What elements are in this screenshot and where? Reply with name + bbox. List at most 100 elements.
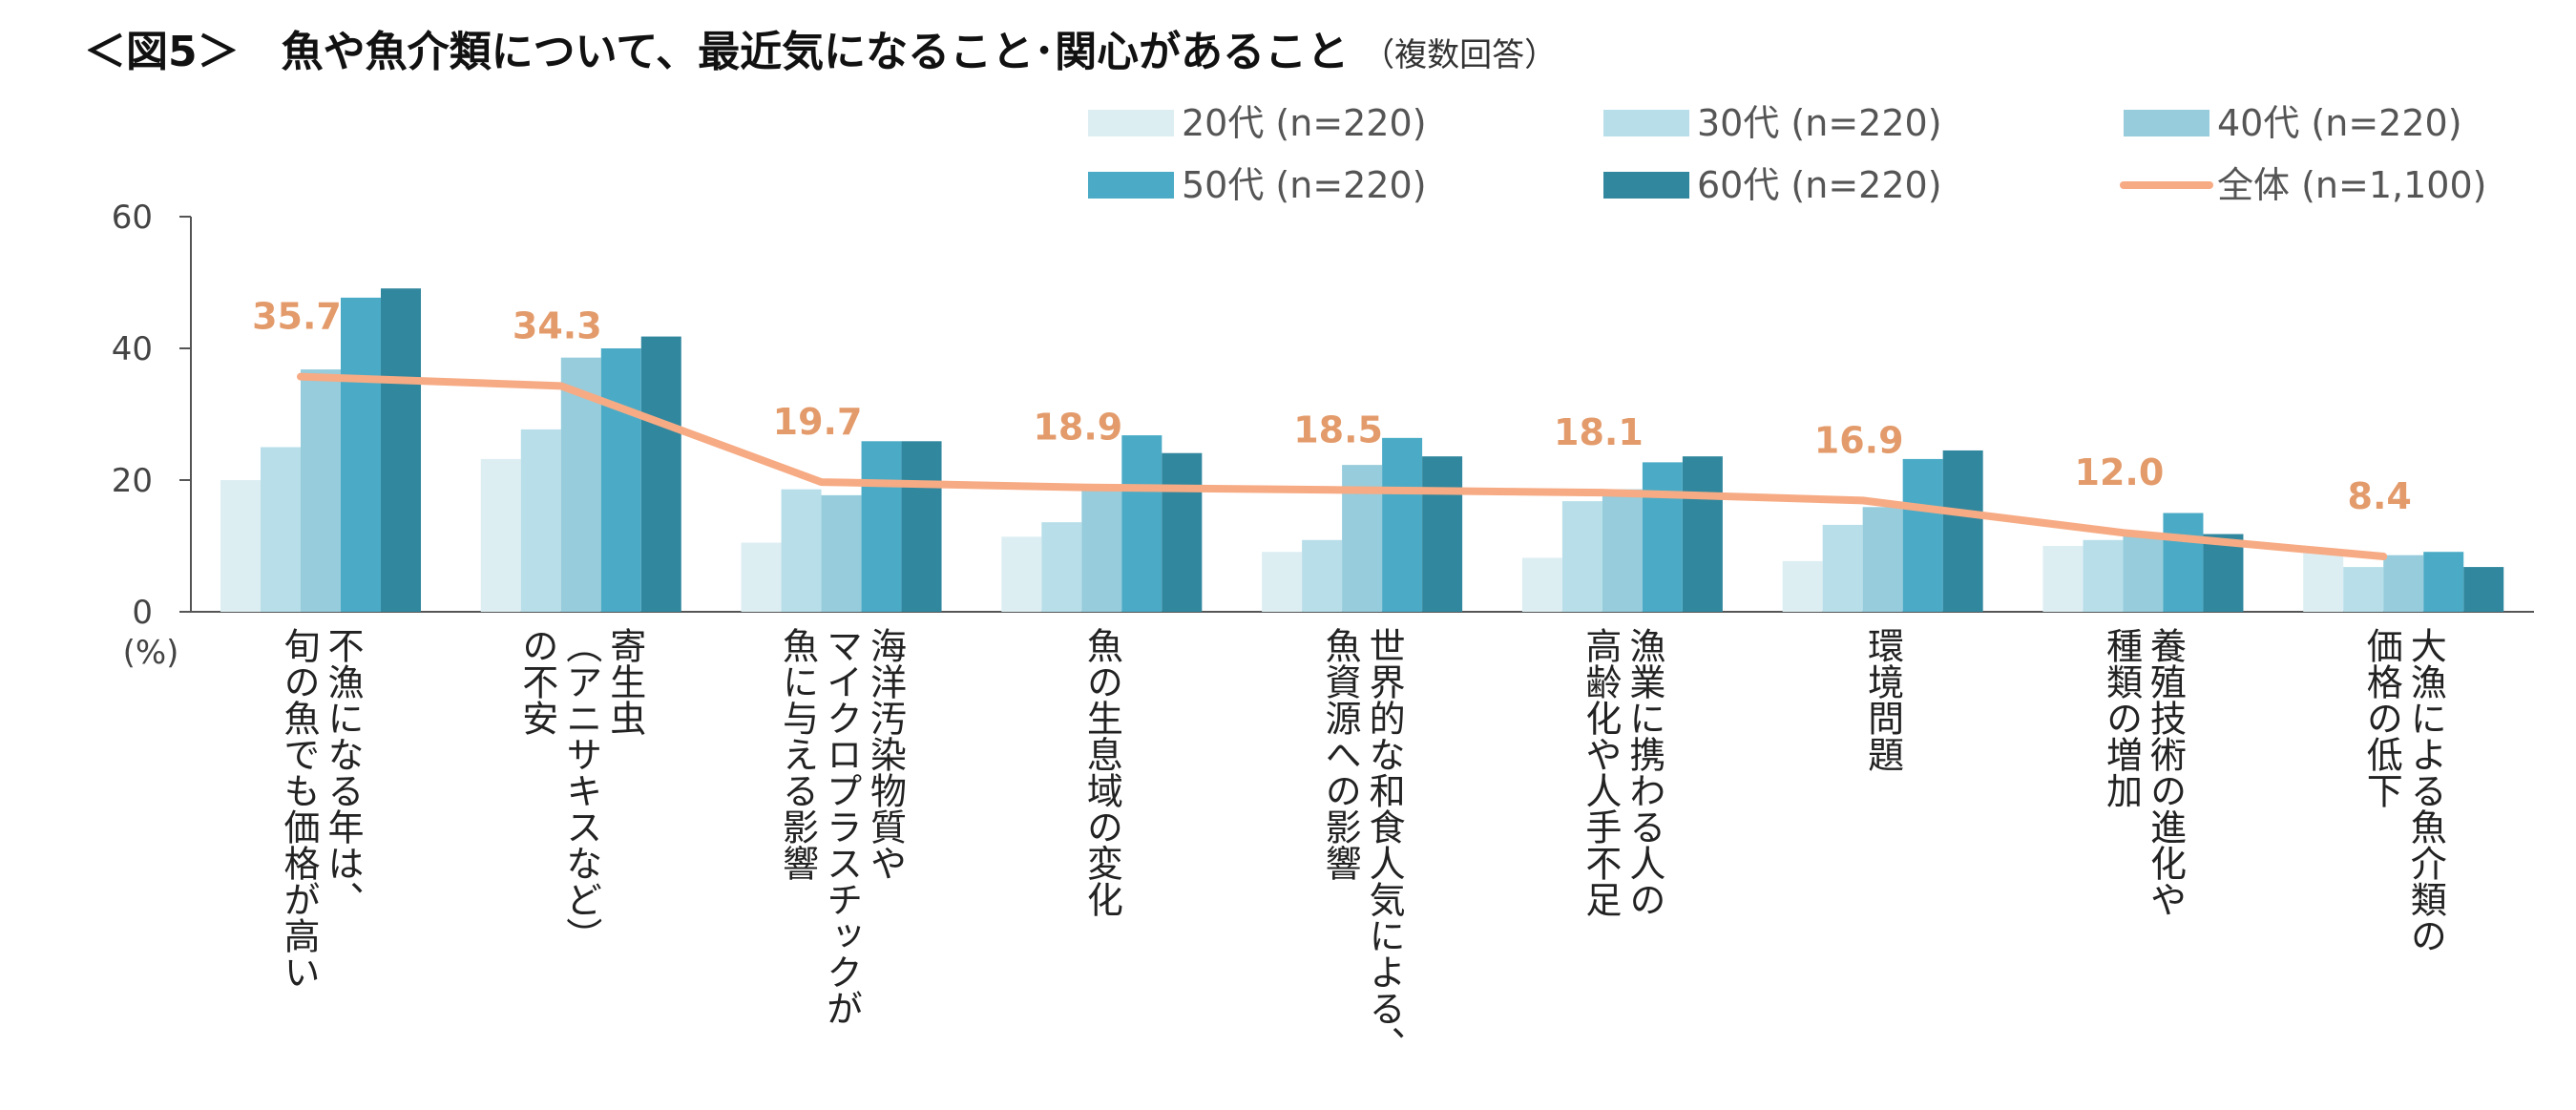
legend-label: 20代 (n=220) <box>1182 102 1427 144</box>
bar <box>901 441 942 612</box>
bar <box>2423 552 2464 612</box>
category-label: 魚の生息域の変化 <box>1080 627 1122 917</box>
category-label: 寄生虫（アニサキスなど）の不安 <box>516 627 646 953</box>
category-label: 環境問題 <box>1862 627 1904 772</box>
category-label-line: 不漁になる年は、 <box>322 627 364 917</box>
category-label-line: 魚の生息域の変化 <box>1080 627 1122 917</box>
total-value-label: 18.5 <box>1293 408 1383 450</box>
legend: 20代 (n=220) 30代 (n=220) 40代 (n=220) 50代 (n=… <box>1088 102 2486 206</box>
total-line-group: 35.7 34.3 19.7 18.9 18.5 18.1 16.9 12.0 8.4 <box>252 296 2412 561</box>
total-value-label: 34.3 <box>513 304 602 346</box>
bar <box>2083 539 2124 612</box>
bar <box>2463 567 2504 612</box>
category-label: 世界的な和食人気による、魚資源への影響 <box>1319 627 1405 1062</box>
bar <box>600 348 641 612</box>
category-label-line: 養殖技術の進化や <box>2144 627 2186 917</box>
total-value-label: 12.0 <box>2075 451 2165 493</box>
bar <box>480 458 521 612</box>
bar <box>1302 539 1343 612</box>
bar <box>1782 560 1823 612</box>
category-label-line: 魚資源への影響 <box>1319 627 1361 881</box>
category-label-line: の不安 <box>516 627 558 736</box>
bar <box>1682 456 1723 612</box>
y-tick-label: 20 <box>112 462 153 500</box>
legend-label: 50代 (n=220) <box>1182 164 1427 206</box>
bar <box>2042 546 2084 612</box>
bar <box>1041 522 1082 612</box>
bar <box>381 288 421 612</box>
bar <box>220 480 261 612</box>
category-label: 不漁になる年は、旬の魚でも価格が高い <box>278 627 364 990</box>
legend-label: 40代 (n=220) <box>2217 102 2462 144</box>
chart-title: ＜図5＞ 魚や魚介類について、最近気になること･関心があること <box>84 28 1350 76</box>
bar <box>821 494 862 612</box>
category-label-line: 漁業に携わる人の <box>1623 627 1665 917</box>
total-value-label: 19.7 <box>773 401 863 443</box>
bar <box>861 441 902 612</box>
category-label-line: 魚に与える影響 <box>777 627 819 881</box>
y-tick-label: 40 <box>112 330 153 368</box>
category-label-line: 高齢化や人手不足 <box>1580 627 1622 917</box>
y-tick-label: 60 <box>112 199 153 237</box>
total-value-label: 8.4 <box>2348 475 2412 517</box>
bar <box>1081 489 1122 612</box>
bar <box>2343 567 2384 612</box>
legend-label: 全体 (n=1,100) <box>2217 164 2486 206</box>
category-label-line: 大漁による魚介類の <box>2404 627 2446 953</box>
bar <box>1822 524 1863 612</box>
legend-swatch <box>1088 172 1174 199</box>
chart-subtitle: （複数回答） <box>1362 36 1558 74</box>
legend-swatch <box>1088 110 1174 136</box>
bar <box>1942 450 1983 612</box>
category-label-line: 旬の魚でも価格が高い <box>278 627 320 990</box>
bar <box>1162 452 1203 612</box>
bar <box>781 489 822 612</box>
category-labels: 不漁になる年は、旬の魚でも価格が高い 寄生虫（アニサキスなど）の不安 海洋汚染物質や… <box>278 627 2446 1062</box>
bar <box>1902 458 1943 612</box>
bar <box>1561 501 1602 612</box>
category-label-line: （アニサキスなど） <box>560 627 602 953</box>
category-label-line: 海洋汚染物質や <box>865 627 907 881</box>
chart-title-row: ＜図5＞ 魚や魚介類について、最近気になること･関心があること （複数回答） <box>84 17 1557 78</box>
bar <box>1382 437 1423 612</box>
legend-swatch <box>2124 110 2209 136</box>
bar <box>1602 489 1643 612</box>
y-unit-label: (%) <box>123 634 179 672</box>
bar <box>2163 513 2204 612</box>
category-label-line: 価格の低下 <box>2360 627 2402 808</box>
bar <box>2383 555 2424 612</box>
bar <box>1422 456 1463 612</box>
bar <box>341 297 381 612</box>
bar <box>2303 552 2344 612</box>
category-label-line: 種類の増加 <box>2100 627 2142 808</box>
category-label-line: マイクロプラスチックが <box>821 627 863 1026</box>
bar <box>520 429 561 612</box>
category-label-line: 寄生虫 <box>604 627 646 736</box>
y-tick-label: 0 <box>132 594 153 632</box>
category-label-line: 世界的な和食人気による、 <box>1363 627 1405 1062</box>
bar <box>640 336 681 612</box>
total-line <box>297 372 2388 561</box>
bar <box>1642 462 1683 612</box>
total-value-label: 18.9 <box>1033 407 1122 449</box>
bar <box>2123 534 2164 612</box>
bar <box>1862 507 1903 612</box>
total-value-label: 18.1 <box>1554 411 1644 453</box>
category-label-line: 環境問題 <box>1862 627 1904 772</box>
bar <box>1521 557 1562 612</box>
legend-label: 30代 (n=220) <box>1697 102 1942 144</box>
bar <box>1121 435 1162 612</box>
total-value-label: 16.9 <box>1814 419 1904 461</box>
bar <box>2203 534 2244 612</box>
bar <box>1262 552 1303 612</box>
bar-series-group <box>220 288 2504 612</box>
legend-swatch <box>1603 110 1689 136</box>
total-value-label: 35.7 <box>252 296 342 338</box>
legend-swatch <box>1603 172 1689 199</box>
bar <box>261 447 301 612</box>
